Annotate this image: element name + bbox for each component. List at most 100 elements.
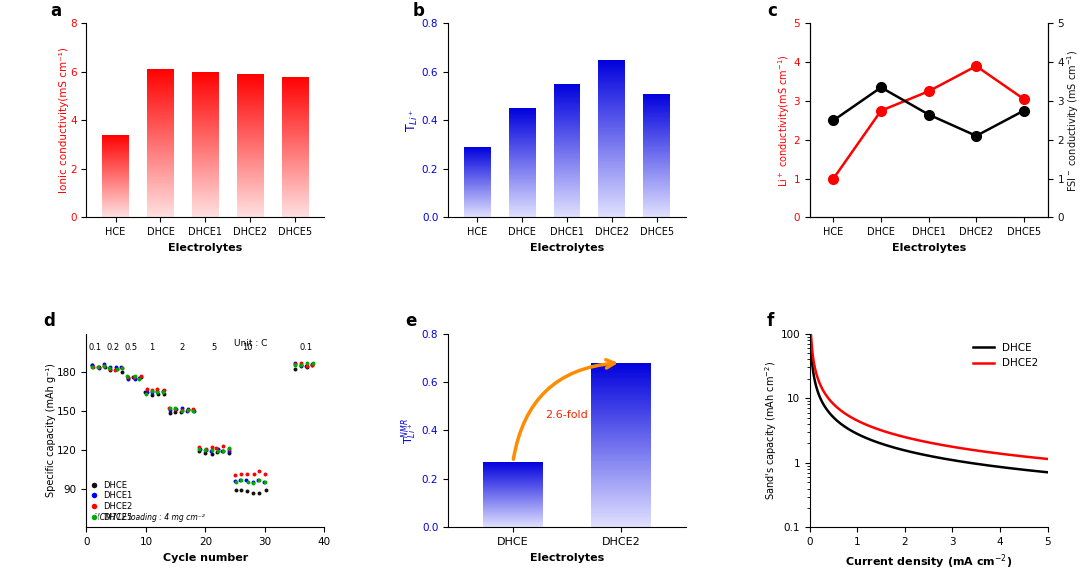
Bar <box>282 182 309 183</box>
Bar <box>192 83 219 84</box>
Point <box>287 359 305 368</box>
Bar <box>554 105 580 106</box>
Bar <box>598 179 625 180</box>
Bar <box>554 108 580 110</box>
Bar <box>554 95 580 96</box>
Bar <box>192 167 219 168</box>
Bar <box>554 125 580 126</box>
Bar <box>592 369 651 370</box>
Bar <box>147 155 174 156</box>
Point <box>131 373 148 383</box>
Bar <box>554 195 580 196</box>
Bar <box>554 178 580 179</box>
Bar <box>282 206 309 207</box>
Bar <box>282 176 309 177</box>
Bar <box>592 397 651 398</box>
Bar <box>592 442 651 444</box>
DHCE2 <box>989 449 1002 456</box>
Bar <box>644 175 671 176</box>
Bar <box>554 202 580 203</box>
Bar <box>598 188 625 189</box>
Bar <box>282 154 309 155</box>
Bar <box>147 159 174 161</box>
Bar <box>592 510 651 511</box>
Bar <box>598 97 625 98</box>
Bar <box>192 110 219 111</box>
Bar <box>237 122 264 123</box>
Point <box>190 444 207 454</box>
Bar <box>598 147 625 148</box>
Point <box>190 446 207 455</box>
Bar <box>644 128 671 129</box>
Bar <box>592 492 651 493</box>
Bar <box>282 133 309 134</box>
Bar <box>598 191 625 192</box>
Bar <box>192 85 219 86</box>
Text: f: f <box>767 312 774 330</box>
Bar <box>192 109 219 110</box>
Bar <box>554 148 580 149</box>
Bar <box>237 87 264 88</box>
Bar <box>592 364 651 365</box>
Point <box>148 384 165 394</box>
Bar <box>644 172 671 173</box>
Bar <box>147 138 174 139</box>
Point <box>166 407 184 417</box>
Bar <box>598 87 625 88</box>
Bar <box>554 151 580 152</box>
Bar <box>192 91 219 92</box>
Bar <box>554 147 580 148</box>
Bar <box>237 92 264 93</box>
Bar <box>644 193 671 194</box>
Bar <box>147 190 174 192</box>
Bar <box>282 166 309 168</box>
Bar <box>554 122 580 123</box>
Bar <box>554 214 580 215</box>
Bar <box>282 106 309 107</box>
Bar <box>192 146 219 148</box>
Point <box>173 408 190 417</box>
Bar <box>598 113 625 114</box>
Bar <box>592 384 651 385</box>
Bar <box>554 84 580 85</box>
Bar <box>237 147 264 148</box>
Bar <box>192 191 219 192</box>
Bar <box>282 112 309 113</box>
Bar <box>192 161 219 162</box>
Bar <box>192 108 219 109</box>
Bar <box>147 121 174 122</box>
Bar <box>644 125 671 126</box>
Bar <box>598 202 625 203</box>
Point <box>303 360 321 369</box>
Bar <box>237 213 264 214</box>
Bar <box>644 208 671 209</box>
Bar <box>598 148 625 149</box>
Bar <box>598 92 625 93</box>
Bar <box>237 161 264 162</box>
Bar <box>554 206 580 207</box>
Bar <box>237 134 264 135</box>
Bar <box>598 77 625 78</box>
Bar <box>644 97 671 98</box>
Bar <box>592 478 651 479</box>
Bar <box>598 76 625 77</box>
Bar <box>192 113 219 114</box>
Bar <box>192 132 219 133</box>
Bar <box>282 113 309 114</box>
Bar <box>147 198 174 199</box>
Bar <box>644 204 671 205</box>
X-axis label: Current density (mA cm$^{-2}$): Current density (mA cm$^{-2}$) <box>845 553 1012 571</box>
Bar <box>237 115 264 116</box>
Bar <box>592 390 651 391</box>
Bar <box>554 154 580 155</box>
Bar <box>592 424 651 425</box>
Bar <box>237 82 264 83</box>
Bar <box>592 392 651 393</box>
Bar <box>192 124 219 125</box>
Bar <box>237 166 264 167</box>
Bar <box>147 113 174 114</box>
Bar <box>554 101 580 102</box>
Bar <box>592 363 651 364</box>
Bar <box>644 164 671 165</box>
Bar <box>147 77 174 79</box>
